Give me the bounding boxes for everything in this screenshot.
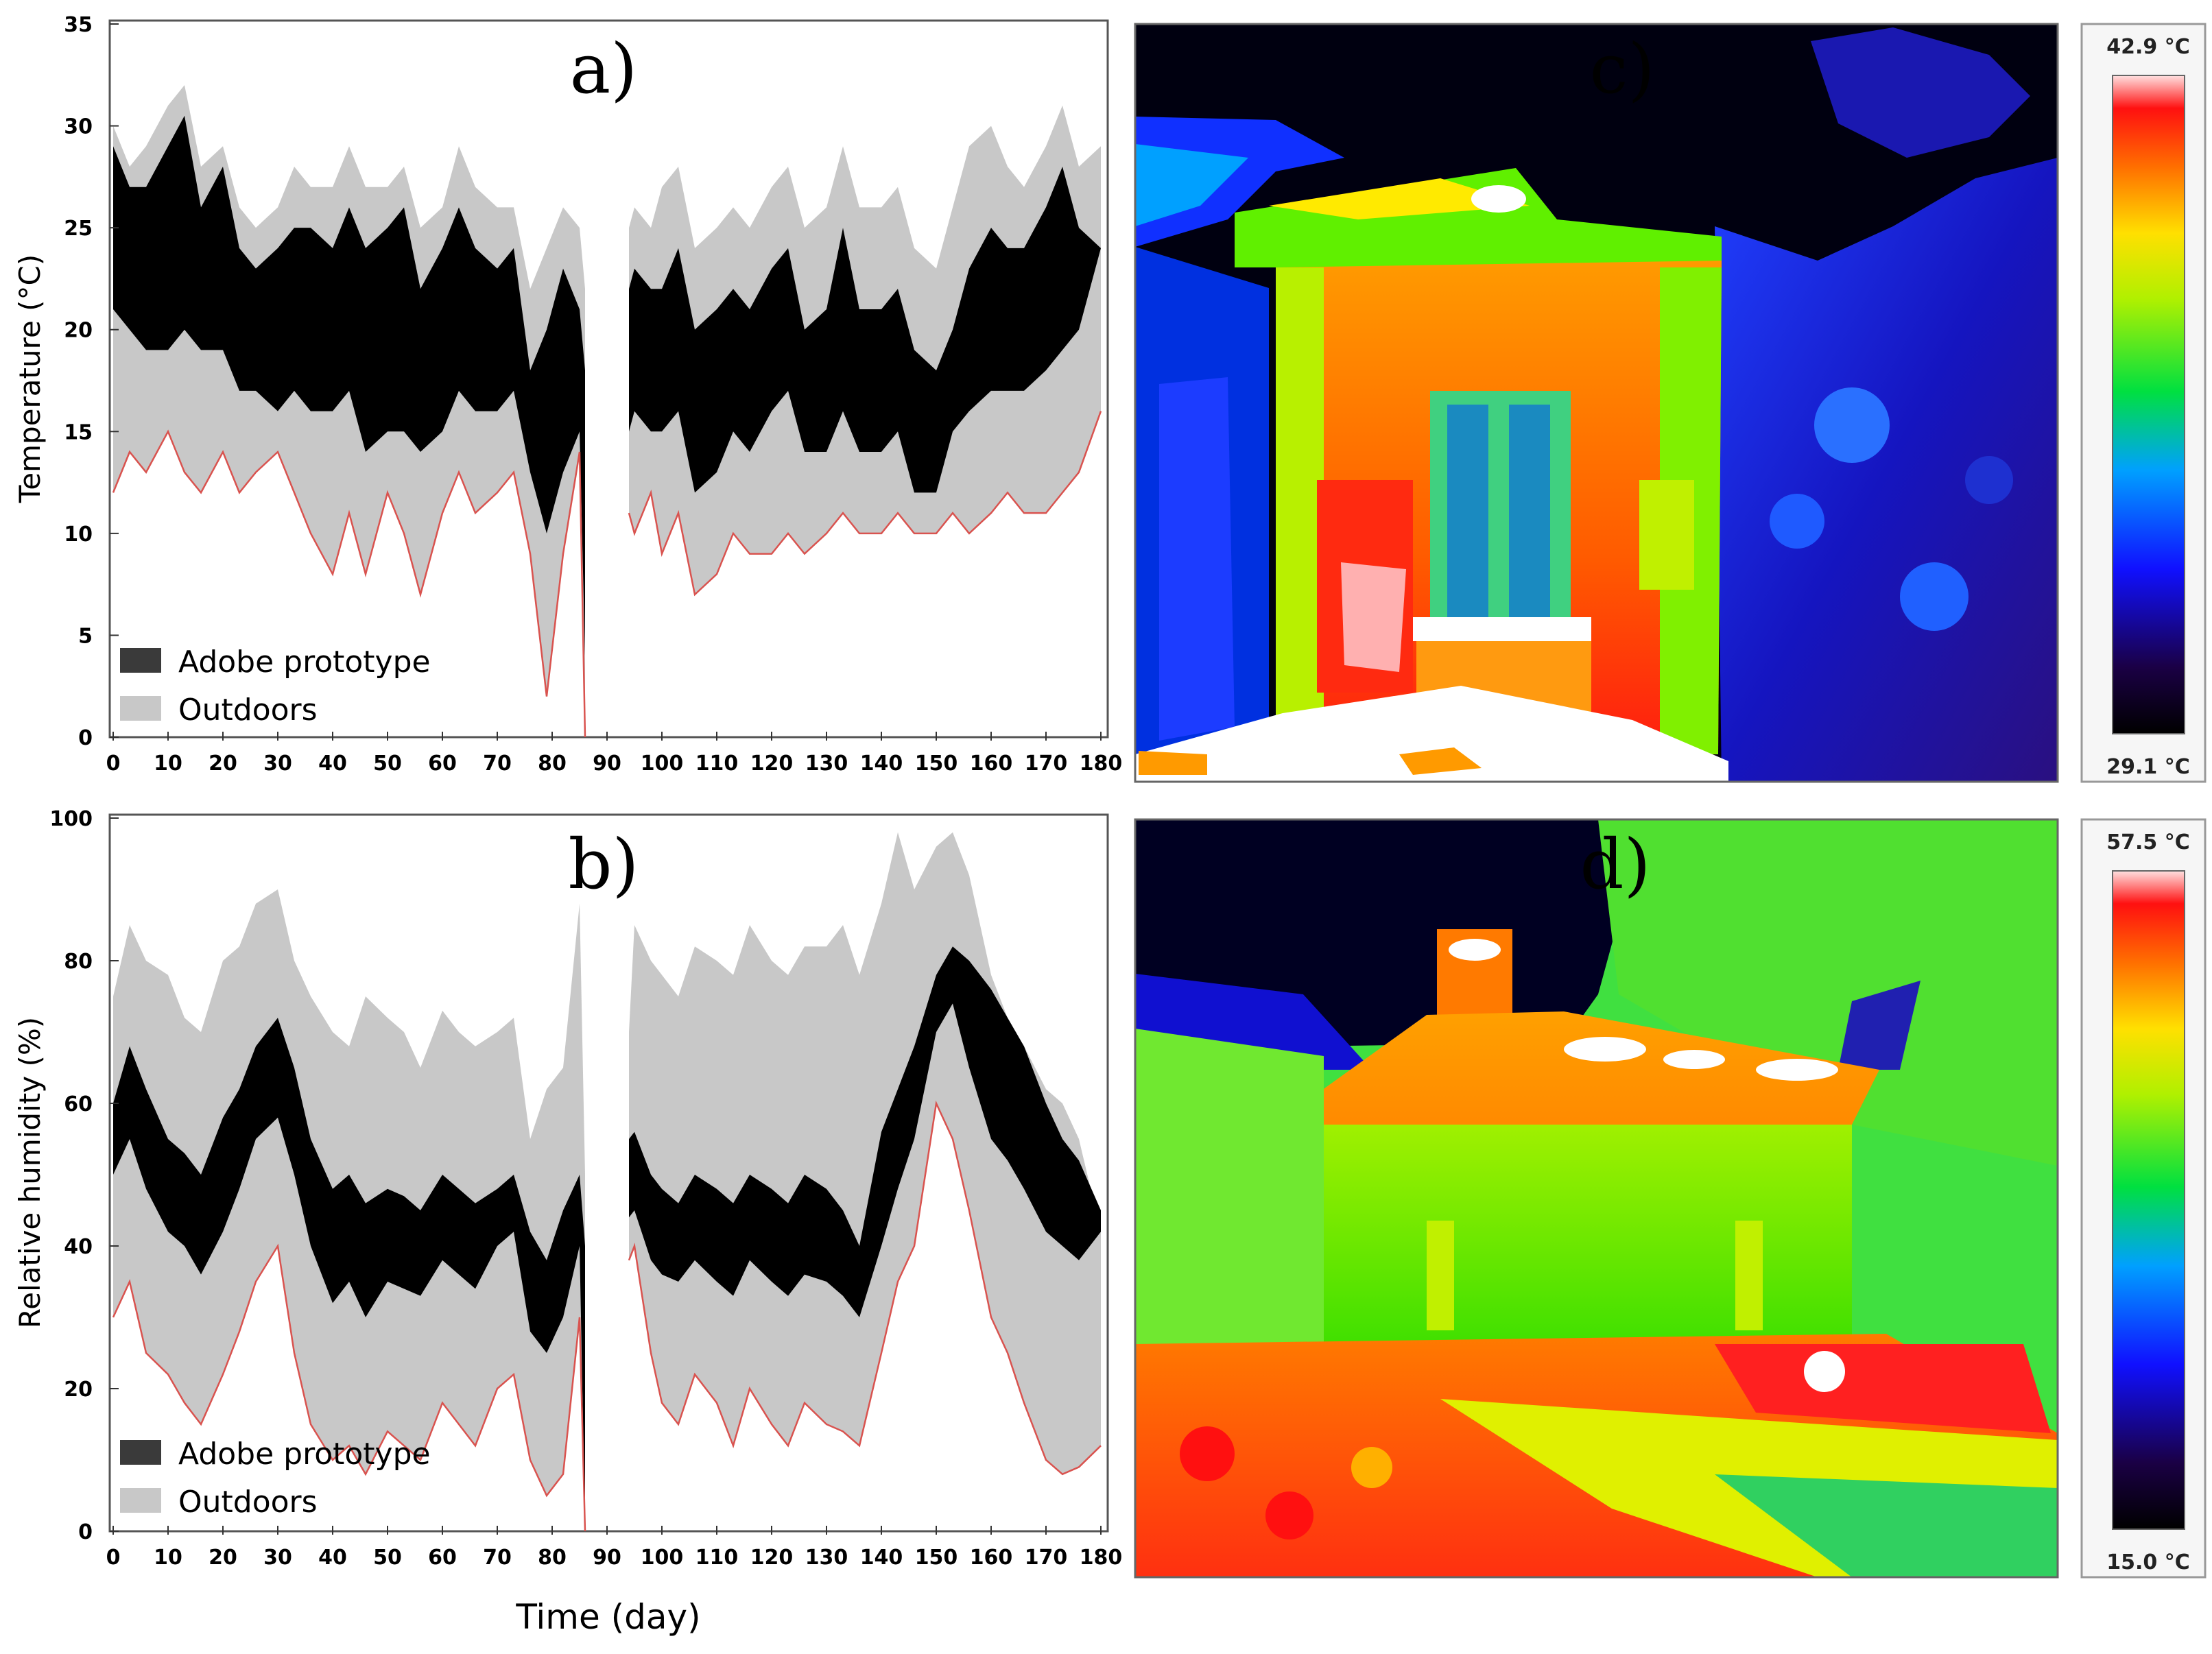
ytick-label: 25 (64, 217, 93, 241)
chart-b-ylabel: Relative humidity (%) (13, 1017, 47, 1328)
thermal-c-panel-label: c) (1589, 29, 1654, 109)
xtick-label: 80 (538, 752, 567, 776)
colorbar-d-min: 15.0 °C (2106, 1550, 2189, 1574)
xtick-label: 110 (695, 1546, 739, 1570)
ytick-label: 0 (78, 726, 93, 750)
colorbar-c-gradient (2112, 75, 2185, 734)
xtick-label: 40 (318, 752, 347, 776)
xtick-label: 20 (209, 752, 237, 776)
chart-a: 0 5 10 15 20 25 30 35 0 10 20 30 40 50 60 70 80 90 100 110… (13, 13, 1122, 776)
outdoors-min-line-seg-1 (628, 411, 1102, 597)
adobe-band-seg-1 (629, 167, 1101, 493)
chart-b-x-ticks: 0 10 20 30 40 50 60 70 80 90 100 110 120 130 140 150 160… (106, 1526, 1123, 1570)
thermal-image-d: d) (1134, 818, 2059, 1579)
xtick-label: 70 (483, 752, 512, 776)
ytick-label: 100 (49, 807, 93, 831)
xtick-label: 50 (373, 752, 402, 776)
ytick-label: 5 (78, 624, 93, 648)
chart-a-legend: Adobe prototype Outdoors (120, 645, 431, 728)
xtick-label: 50 (373, 1546, 402, 1570)
xtick-label: 140 (860, 1546, 903, 1570)
colorbar-d: 57.5 °C 15.0 °C (2080, 818, 2207, 1579)
xtick-label: 150 (915, 752, 958, 776)
legend-label-adobe: Adobe prototype (178, 1437, 431, 1472)
xtick-label: 170 (1025, 752, 1068, 776)
xtick-label: 80 (538, 1546, 567, 1570)
xtick-label: 160 (970, 752, 1013, 776)
colorbar-d-gradient (2112, 870, 2185, 1530)
xtick-label: 130 (805, 752, 848, 776)
xtick-label: 70 (483, 1546, 512, 1570)
xtick-label: 100 (641, 1546, 684, 1570)
thermal-d-panel-label: d) (1580, 824, 1650, 904)
legend-label-adobe: Adobe prototype (178, 645, 431, 680)
chart-a-x-ticks: 0 10 20 30 40 50 60 70 80 90 100 110 120 130 140 150 160… (106, 732, 1123, 776)
adobe-band-seg-1 (629, 946, 1101, 1317)
ytick-label: 10 (64, 523, 93, 547)
xtick-label: 20 (209, 1546, 237, 1570)
legend-label-outdoors: Outdoors (178, 1485, 318, 1520)
xtick-label: 30 (263, 752, 292, 776)
outdoors-min-line-seg-0 (112, 429, 586, 738)
xtick-label: 180 (1080, 752, 1123, 776)
outdoors-min-line-seg-1 (628, 1100, 1102, 1476)
xtick-label: 0 (106, 752, 121, 776)
chart-b-legend: Adobe prototype Outdoors (120, 1437, 431, 1520)
legend-swatch-adobe (120, 648, 161, 673)
ytick-label: 40 (64, 1235, 93, 1259)
xtick-label: 120 (750, 1546, 794, 1570)
ytick-label: 0 (78, 1520, 93, 1544)
legend-swatch-outdoors (120, 1488, 161, 1513)
legend-swatch-outdoors (120, 696, 161, 721)
colorbar-c-min: 29.1 °C (2106, 755, 2189, 779)
ytick-label: 80 (64, 950, 93, 974)
xtick-label: 10 (154, 1546, 182, 1570)
adobe-band-seg-0 (113, 1018, 585, 1531)
chart-b-panel-label: b) (568, 824, 639, 904)
xtick-label: 10 (154, 752, 182, 776)
xtick-label: 90 (593, 1546, 621, 1570)
xtick-label: 40 (318, 1546, 347, 1570)
xtick-label: 130 (805, 1546, 848, 1570)
thermal-image-d-border (1134, 818, 2059, 1579)
xtick-label: 0 (106, 1546, 121, 1570)
xtick-label: 60 (428, 1546, 457, 1570)
ytick-label: 20 (64, 1378, 93, 1402)
legend-label-outdoors: Outdoors (178, 693, 318, 728)
xtick-label: 110 (695, 752, 739, 776)
colorbar-c: 42.9 °C 29.1 °C (2080, 23, 2207, 783)
thermal-image-c-border (1134, 23, 2059, 783)
colorbar-c-max: 42.9 °C (2106, 35, 2189, 59)
xtick-label: 90 (593, 752, 621, 776)
ytick-label: 15 (64, 420, 93, 444)
chart-a-y-ticks: 0 5 10 15 20 25 30 35 (64, 13, 119, 750)
xtick-label: 170 (1025, 1546, 1068, 1570)
xtick-label: 140 (860, 752, 903, 776)
thermal-image-c: c) (1134, 23, 2059, 783)
xtick-label: 160 (970, 1546, 1013, 1570)
colorbar-d-max: 57.5 °C (2106, 830, 2189, 854)
legend-swatch-adobe (120, 1440, 161, 1465)
xtick-label: 30 (263, 1546, 292, 1570)
xtick-label: 180 (1080, 1546, 1123, 1570)
xtick-label: 100 (641, 752, 684, 776)
chart-b-y-ticks: 0 20 40 60 80 100 (49, 807, 119, 1544)
chart-a-plot (112, 85, 1102, 738)
xtick-label: 120 (750, 752, 794, 776)
chart-a-panel-label: a) (570, 29, 638, 109)
adobe-band-seg-0 (113, 115, 585, 656)
ytick-label: 35 (64, 13, 93, 37)
xtick-label: 60 (428, 752, 457, 776)
ytick-label: 30 (64, 115, 93, 139)
chart-b: 0 20 40 60 80 100 0 10 20 30 40 50 60 70 80 90 100 110 12… (13, 807, 1122, 1637)
ytick-label: 60 (64, 1092, 93, 1116)
xtick-label: 150 (915, 1546, 958, 1570)
chart-a-ylabel: Temperature (°C) (13, 254, 47, 504)
outdoors-min-line-seg-0 (112, 1243, 586, 1532)
chart-b-xlabel: Time (day) (515, 1597, 700, 1637)
ytick-label: 20 (64, 319, 93, 343)
chart-b-plot (112, 832, 1102, 1532)
